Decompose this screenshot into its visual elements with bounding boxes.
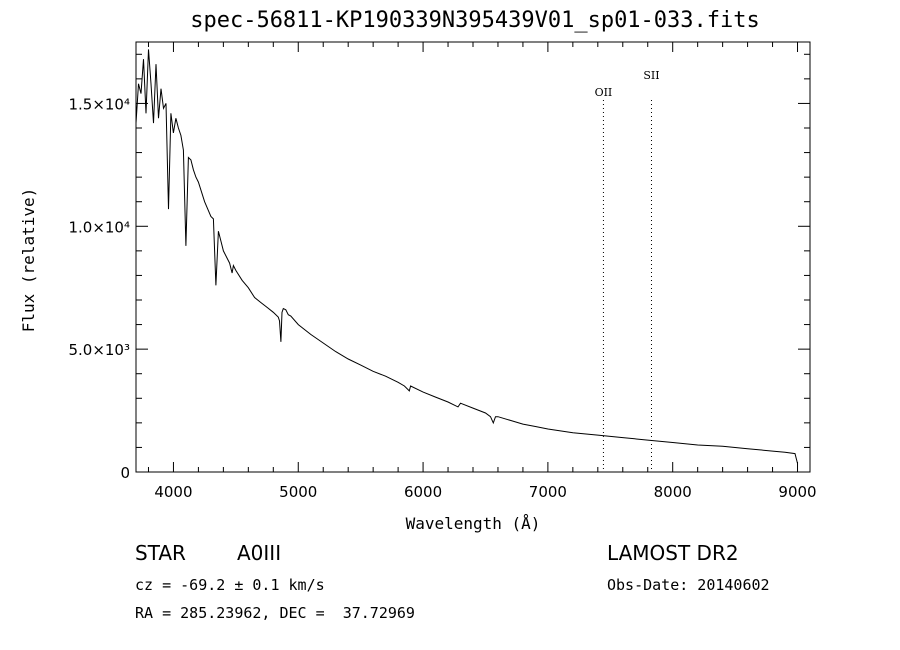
annotation-label: SII — [643, 69, 659, 82]
sky-coordinates: RA = 285.23962, DEC = 37.72969 — [135, 604, 415, 622]
y-tick-label: 0 — [120, 464, 130, 482]
x-tick-label: 9000 — [778, 483, 816, 501]
y-axis-label: Flux (relative) — [19, 188, 38, 333]
x-tick-label: 6000 — [404, 483, 442, 501]
x-tick-label: 5000 — [279, 483, 317, 501]
annotation-label: OII — [595, 86, 613, 99]
y-tick-label: 1.5×10⁴ — [68, 95, 130, 113]
x-tick-label: 7000 — [529, 483, 567, 501]
plot-frame — [135, 41, 811, 473]
axis-ticks: 4000 5000 6000 7000 8000 9000 0 5.0×10³ 1.0×10⁴ 1… — [68, 42, 817, 501]
object-subclass: A0III — [237, 541, 282, 565]
chart-title: spec-56811-KP190339N395439V01_sp01-033.f… — [190, 8, 760, 33]
y-tick-label: 5.0×10³ — [68, 341, 130, 359]
object-class: STAR — [135, 541, 186, 565]
redshift-velocity: cz = -69.2 ± 0.1 km/s — [135, 576, 325, 594]
y-tick-label: 1.0×10⁴ — [68, 218, 130, 236]
x-axis-label: Wavelength (Å) — [406, 514, 541, 533]
survey-name: LAMOST DR2 — [607, 541, 739, 565]
x-tick-label: 8000 — [654, 483, 692, 501]
line-annotations: OII SII — [595, 69, 660, 472]
x-tick-label: 4000 — [154, 483, 192, 501]
spectrum-line — [135, 49, 798, 464]
observation-date: Obs-Date: 20140602 — [607, 576, 770, 594]
